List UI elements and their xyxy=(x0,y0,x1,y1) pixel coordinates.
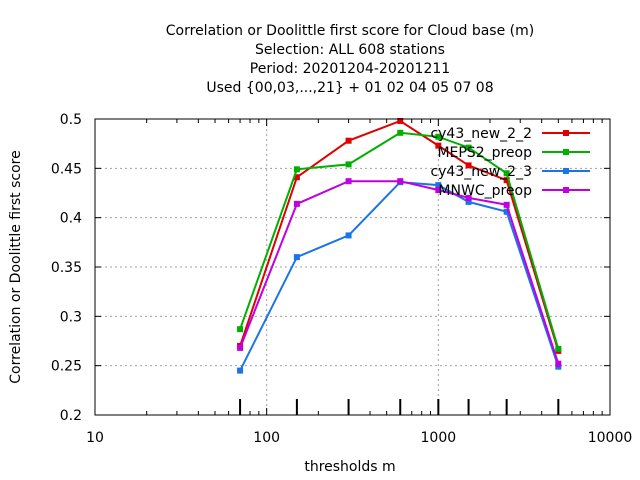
y-tick-label: 0.2 xyxy=(60,408,82,424)
data-point xyxy=(503,208,510,215)
x-tick-label: 1000 xyxy=(421,430,457,446)
y-tick-label: 0.5 xyxy=(60,112,82,128)
legend-label: cy43_new_2_2 xyxy=(430,126,532,142)
series-MEPS2_preop xyxy=(237,129,562,352)
legend-marker xyxy=(563,149,569,155)
data-point xyxy=(503,201,510,208)
data-point xyxy=(435,142,442,149)
data-point xyxy=(465,144,472,151)
data-point xyxy=(345,161,352,168)
data-point xyxy=(293,200,300,207)
x-tick-labels: 10 100 1000 10000 xyxy=(86,119,632,446)
data-point xyxy=(397,178,404,185)
data-point xyxy=(435,182,442,189)
chart-title: Correlation or Doolittle first score for… xyxy=(166,23,534,96)
legend-label: MNWC_preop xyxy=(438,183,532,199)
legend-marker xyxy=(563,130,569,136)
title-line-4: Used {00,03,...,21} + 01 02 04 05 07 08 xyxy=(206,80,493,96)
series-line xyxy=(239,131,560,350)
series-line xyxy=(239,119,560,352)
data-point xyxy=(345,232,352,239)
title-line-1: Correlation or Doolittle first score for… xyxy=(166,23,534,39)
data-point xyxy=(293,174,300,181)
legend-marker xyxy=(563,187,569,193)
legend-marker xyxy=(563,168,569,174)
legend-label: cy43_new_2_3 xyxy=(430,164,532,180)
data-point xyxy=(465,194,472,201)
data-point xyxy=(435,187,442,194)
y-tick-label: 0.45 xyxy=(51,161,82,177)
series-line xyxy=(239,181,560,372)
data-point xyxy=(555,360,562,367)
grid xyxy=(95,119,610,415)
y-tick-labels: 0.2 0.25 0.3 0.35 0.4 0.45 0.5 xyxy=(51,112,610,424)
x-tick-label: 10000 xyxy=(588,430,633,446)
title-line-3: Period: 20201204-20201211 xyxy=(250,61,450,77)
legend-label: MEPS2_preop xyxy=(437,145,532,161)
x-tick-label: 100 xyxy=(253,430,280,446)
data-point xyxy=(397,129,404,136)
data-point xyxy=(293,166,300,173)
series-MNWC_preop xyxy=(237,178,562,367)
data-point xyxy=(237,326,244,333)
legend: cy43_new_2_2 MEPS2_preop cy43_new_2_3 MNWC_… xyxy=(430,126,590,199)
x-tick-label: 10 xyxy=(86,430,104,446)
x-axis-label: thresholds m xyxy=(304,459,395,475)
data-point xyxy=(503,177,510,184)
data-point xyxy=(555,345,562,352)
data-point xyxy=(465,162,472,169)
data-point xyxy=(503,170,510,177)
threshold-marks xyxy=(239,399,560,415)
data-point xyxy=(465,198,472,205)
data-point xyxy=(237,344,244,351)
data-point xyxy=(345,137,352,144)
y-tick-label: 0.3 xyxy=(60,309,82,325)
y-tick-label: 0.25 xyxy=(51,359,82,375)
title-line-2: Selection: ALL 608 stations xyxy=(255,42,445,58)
data-point xyxy=(293,254,300,261)
series-group xyxy=(237,117,562,374)
series-line xyxy=(239,180,560,365)
y-tick-label: 0.4 xyxy=(60,211,82,227)
data-point xyxy=(345,178,352,185)
y-tick-label: 0.35 xyxy=(51,260,82,276)
data-point xyxy=(435,133,442,140)
data-point xyxy=(237,367,244,374)
data-point xyxy=(397,117,404,124)
y-axis-label: Correlation or Doolittle first score xyxy=(8,150,24,383)
